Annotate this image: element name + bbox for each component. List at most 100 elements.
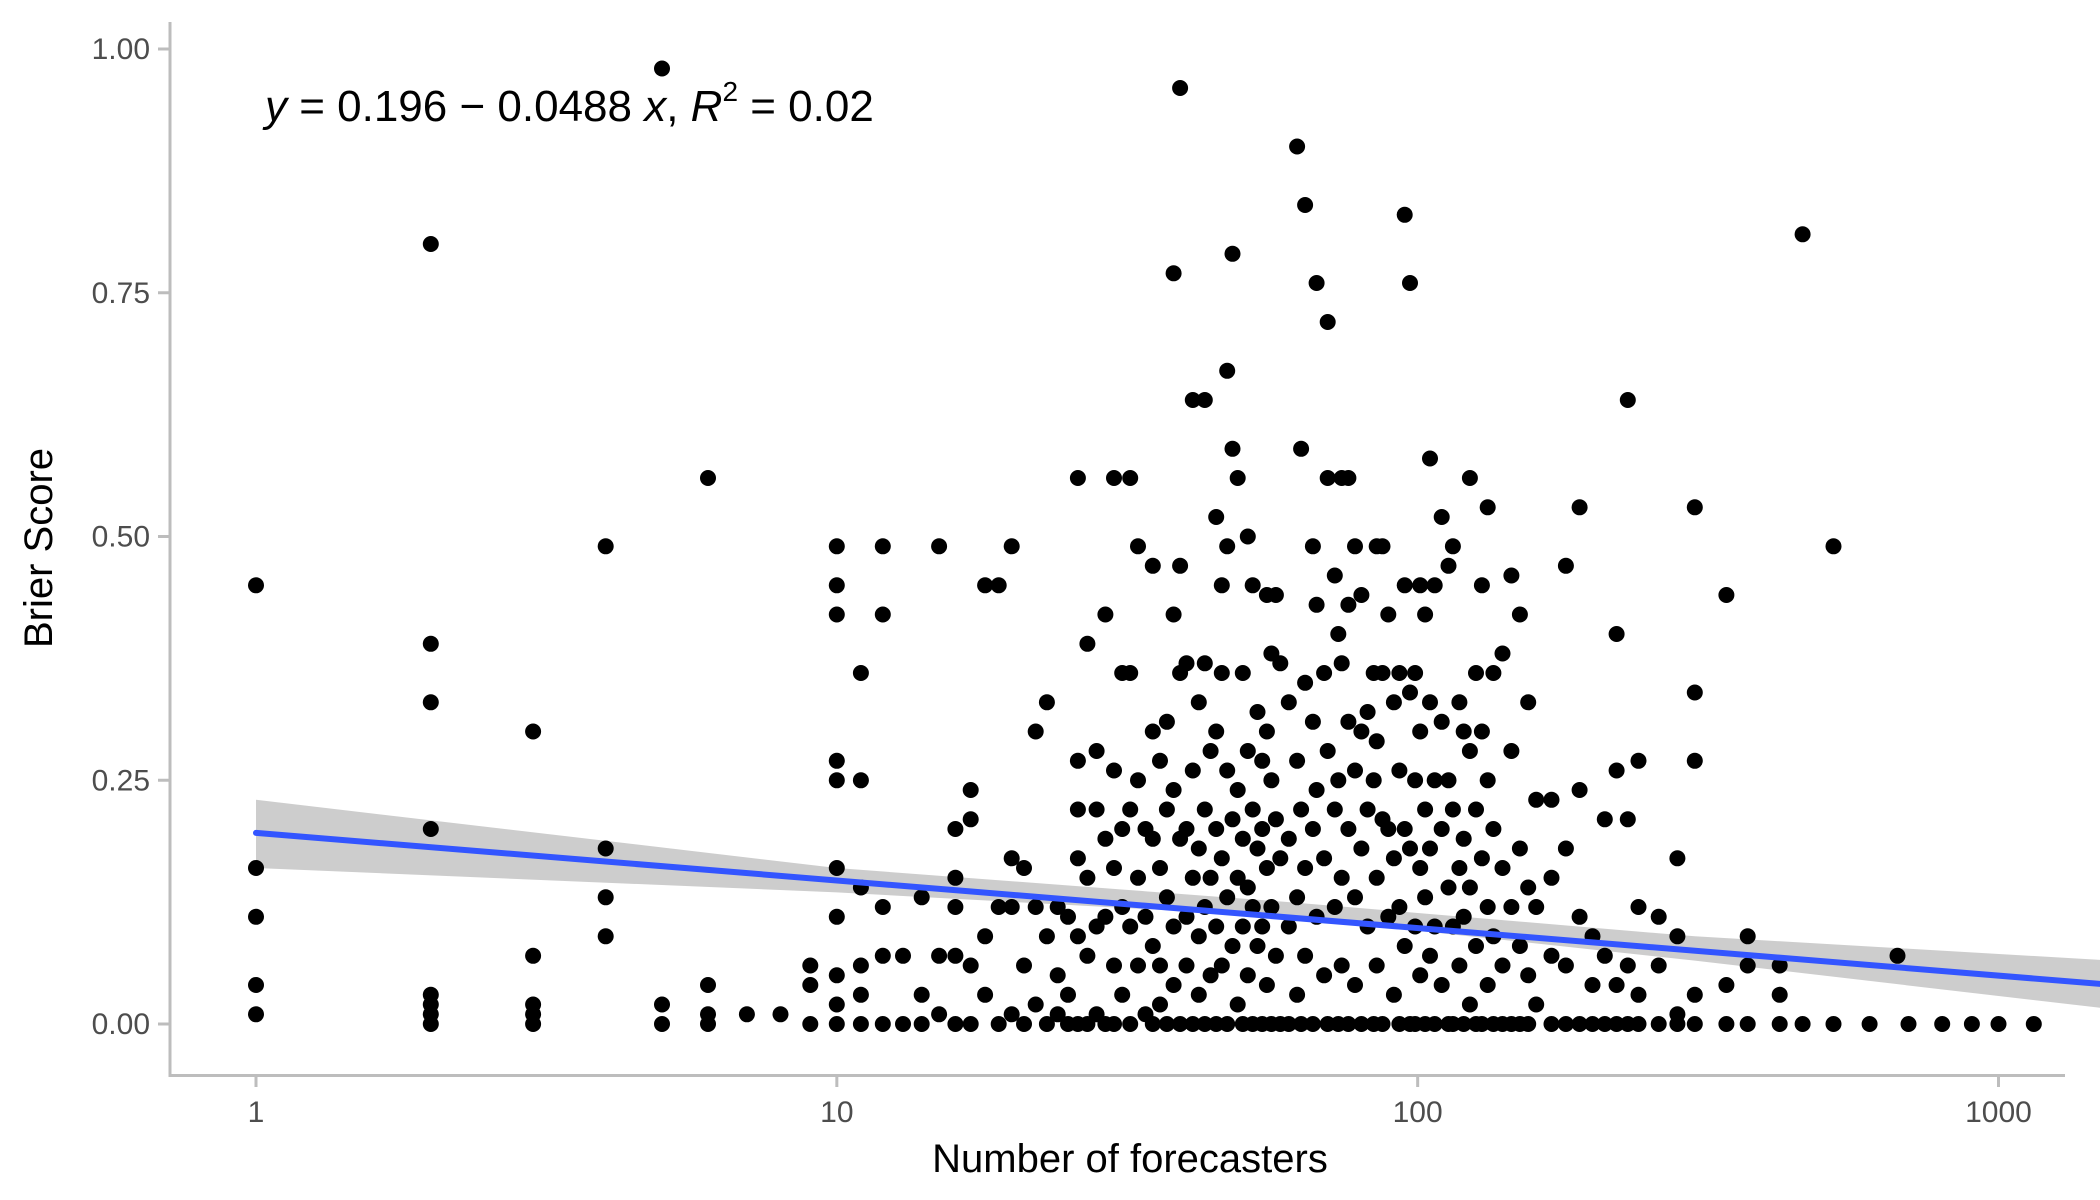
data-point [852,772,869,789]
data-point [1333,957,1350,974]
data-point [1528,996,1545,1013]
data-point [1340,470,1357,486]
data-point [1771,957,1788,974]
y-axis-ticks: 0.00 0.25 0.50 0.75 1.00 [92,33,170,1041]
data-point [1326,567,1343,584]
data-point [1293,440,1310,457]
data-point [1097,830,1114,847]
data-point [1861,1016,1878,1032]
data-point [1016,1016,1032,1032]
data-point [1196,801,1213,818]
data-point [1520,694,1537,711]
data-point [1359,704,1376,720]
y-tick-label: 0.00 [92,1008,150,1041]
data-point [1144,1016,1161,1032]
data-point [1543,791,1560,808]
data-point [1280,918,1297,935]
data-point [1144,830,1161,847]
data-point [1619,811,1636,828]
data-point [1244,801,1261,818]
data-point [802,977,819,993]
data-point [1293,801,1310,818]
data-point [1417,889,1434,906]
data-point [1385,694,1402,711]
data-point [1353,840,1370,857]
data-point [700,1016,716,1032]
data-point [1165,918,1182,935]
x-tick-label: 1000 [1965,1096,2032,1129]
data-point [1794,226,1811,243]
data-point [1340,1016,1357,1032]
data-point [1461,470,1478,486]
x-axis-ticks: 1 10 100 1000 [248,1077,2032,1129]
data-point [422,635,439,652]
data-point [1771,986,1788,1003]
y-tick-label: 0.50 [92,521,150,554]
data-point [1258,977,1275,993]
data-point [1340,713,1357,730]
data-point [874,606,891,623]
data-point [1234,665,1251,681]
data-point [852,957,869,974]
data-point [828,1016,845,1032]
data-point [248,577,264,594]
data-point [1503,899,1520,915]
data-point [1280,694,1297,711]
data-point [1165,977,1182,993]
data-point [1444,538,1461,555]
data-point [1571,1016,1588,1032]
data-point [931,947,948,964]
data-point [1368,733,1385,750]
data-point [1511,606,1528,623]
data-point [1353,587,1370,603]
data-point [852,986,869,1003]
data-point [1347,889,1363,906]
data-point [828,606,845,623]
equation-x: x [642,82,668,131]
y-axis-title: Brier Score [17,448,61,648]
data-point [1557,557,1574,574]
data-point [1396,938,1413,954]
data-point [1433,977,1450,993]
data-point [1144,723,1161,740]
data-point [1130,869,1146,886]
data-point [1650,1016,1667,1032]
equation-middle: = 0.196 − 0.0488 [287,82,644,131]
data-point [1485,665,1502,681]
data-point [422,821,439,837]
data-point [1391,899,1408,915]
data-point [1365,772,1382,789]
data-point [1196,1016,1213,1032]
data-point [1190,986,1207,1003]
data-point [1417,801,1434,818]
data-point [1407,665,1424,681]
regression-line [253,829,2100,987]
data-point [1137,908,1154,925]
data-point [913,1016,930,1032]
data-point [1718,1016,1735,1032]
data-point [1224,440,1241,457]
data-point [1584,1016,1601,1032]
data-point [1308,596,1325,613]
data-point [1158,889,1175,906]
data-point [1417,606,1434,623]
data-point [1794,1016,1811,1032]
data-point [1152,957,1168,974]
data-point [1249,938,1266,954]
data-point [1433,713,1450,730]
equation-superscript: 2 [722,76,738,107]
data-point [1219,362,1236,379]
data-point [874,538,891,555]
data-point [1426,1016,1443,1032]
data-point [1353,1016,1370,1032]
data-point [1340,596,1357,613]
data-point [1630,1016,1647,1032]
data-point [1172,1016,1189,1032]
data-point [1494,860,1511,876]
data-point [1297,860,1314,876]
data-point [1433,821,1450,837]
data-point [1330,772,1347,789]
data-point [1374,538,1391,555]
data-point [1224,245,1241,262]
data-point [990,899,1007,915]
